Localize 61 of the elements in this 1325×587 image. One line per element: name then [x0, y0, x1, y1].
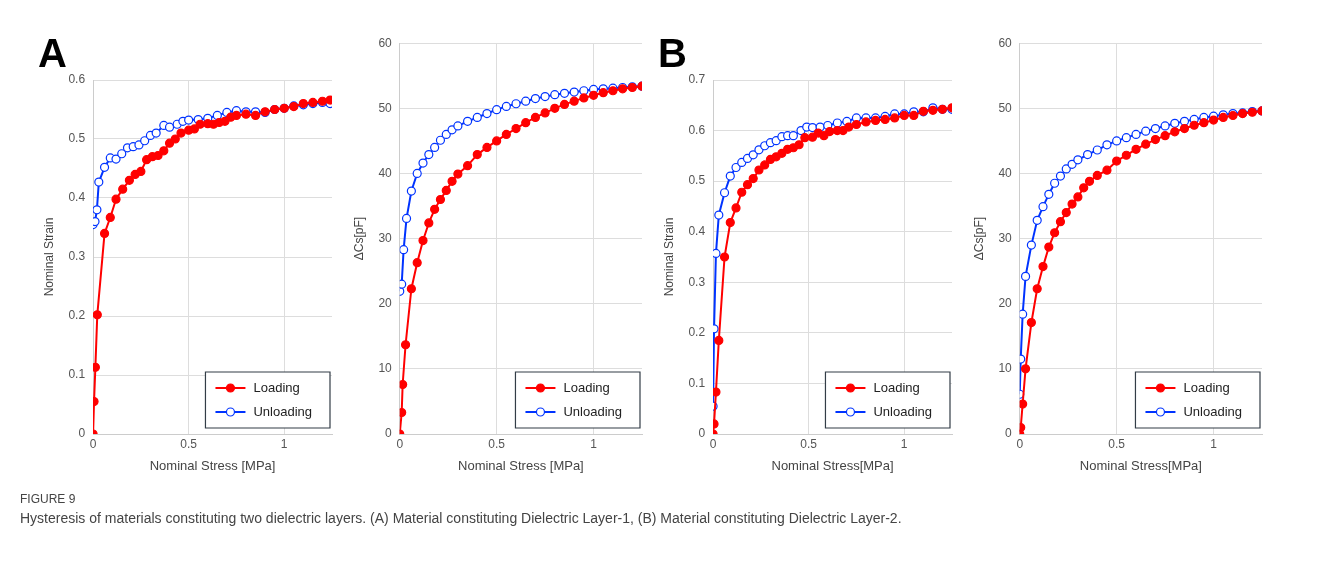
y-tick-label: 20: [378, 296, 393, 311]
x-tick-label: 1: [590, 436, 598, 451]
y-tick-label: 20: [998, 296, 1013, 311]
y-tick-label: 60: [378, 35, 393, 50]
x-axis-title: Nominal Stress[MPa]: [771, 457, 894, 473]
x-tick-label: 0: [709, 436, 717, 451]
y-tick-label: 0.4: [68, 190, 86, 205]
y-tick-label: 0.5: [68, 131, 86, 146]
y-tick-label: 0.5: [688, 173, 706, 188]
y-tick-label: 10: [378, 361, 393, 376]
y-tick-label: 40: [378, 165, 393, 180]
y-axis-title: Nominal Strain: [41, 217, 56, 297]
y-tick-label: 0.1: [68, 367, 86, 382]
legend-label: Unloading: [1183, 403, 1242, 419]
legend-label: Unloading: [563, 403, 622, 419]
y-tick-label: 0.7: [688, 72, 706, 87]
y-tick-label: 10: [998, 361, 1013, 376]
y-tick-label: 0.6: [68, 72, 86, 87]
legend-label: Loading: [563, 379, 610, 395]
chart-title: A: [38, 31, 67, 76]
y-tick-label: 40: [998, 165, 1013, 180]
y-axis-title: Nominal Strain: [661, 217, 676, 297]
x-axis-title: Nominal Stress [MPa]: [458, 457, 584, 473]
x-tick-label: 0.5: [800, 436, 818, 451]
x-tick-label: 0: [89, 436, 97, 451]
x-tick-label: 0.5: [488, 436, 506, 451]
y-tick-label: 0: [698, 426, 706, 441]
x-tick-label: 0.5: [1108, 436, 1126, 451]
legend-label: Loading: [873, 379, 920, 395]
y-tick-label: 0.1: [688, 375, 706, 390]
y-tick-label: 0: [78, 426, 86, 441]
y-tick-label: 0: [1005, 426, 1013, 441]
y-tick-label: 60: [998, 35, 1013, 50]
y-tick-label: 0: [385, 426, 393, 441]
y-tick-label: 0.3: [688, 274, 706, 289]
x-tick-label: 1: [1210, 436, 1218, 451]
x-tick-label: 0: [1016, 436, 1024, 451]
x-tick-label: 1: [900, 436, 908, 451]
y-tick-label: 0.2: [68, 308, 86, 323]
y-tick-label: 30: [998, 230, 1013, 245]
caption: FIGURE 9: [20, 492, 77, 506]
y-axis-title: ΔCs[pF]: [971, 216, 986, 261]
y-tick-label: 0.2: [688, 325, 706, 340]
x-axis-title: Nominal Stress[MPa]: [1079, 457, 1202, 473]
text: Hysteresis of materials constituting two dielectric layers. (A) Material constituting Dielectric Layer-1, (B) Material constituting Dielectric Layer-2.: [20, 510, 903, 526]
legend-label: Loading: [1183, 379, 1230, 395]
x-tick-label: 1: [280, 436, 288, 451]
legend-label: Unloading: [253, 403, 312, 419]
legend-label: Unloading: [873, 403, 932, 419]
y-tick-label: 0.6: [688, 122, 706, 137]
legend-label: Loading: [253, 379, 300, 395]
y-tick-label: 0.4: [688, 224, 706, 239]
x-tick-label: 0: [396, 436, 404, 451]
y-tick-label: 50: [998, 100, 1013, 115]
y-tick-label: 30: [378, 230, 393, 245]
x-tick-label: 0.5: [180, 436, 198, 451]
y-axis-title: ΔCs[pF]: [351, 216, 366, 261]
y-tick-label: 50: [378, 100, 393, 115]
chart-title: B: [658, 31, 687, 76]
y-tick-label: 0.3: [68, 249, 86, 264]
x-axis-title: Nominal Stress [MPa]: [149, 457, 276, 473]
